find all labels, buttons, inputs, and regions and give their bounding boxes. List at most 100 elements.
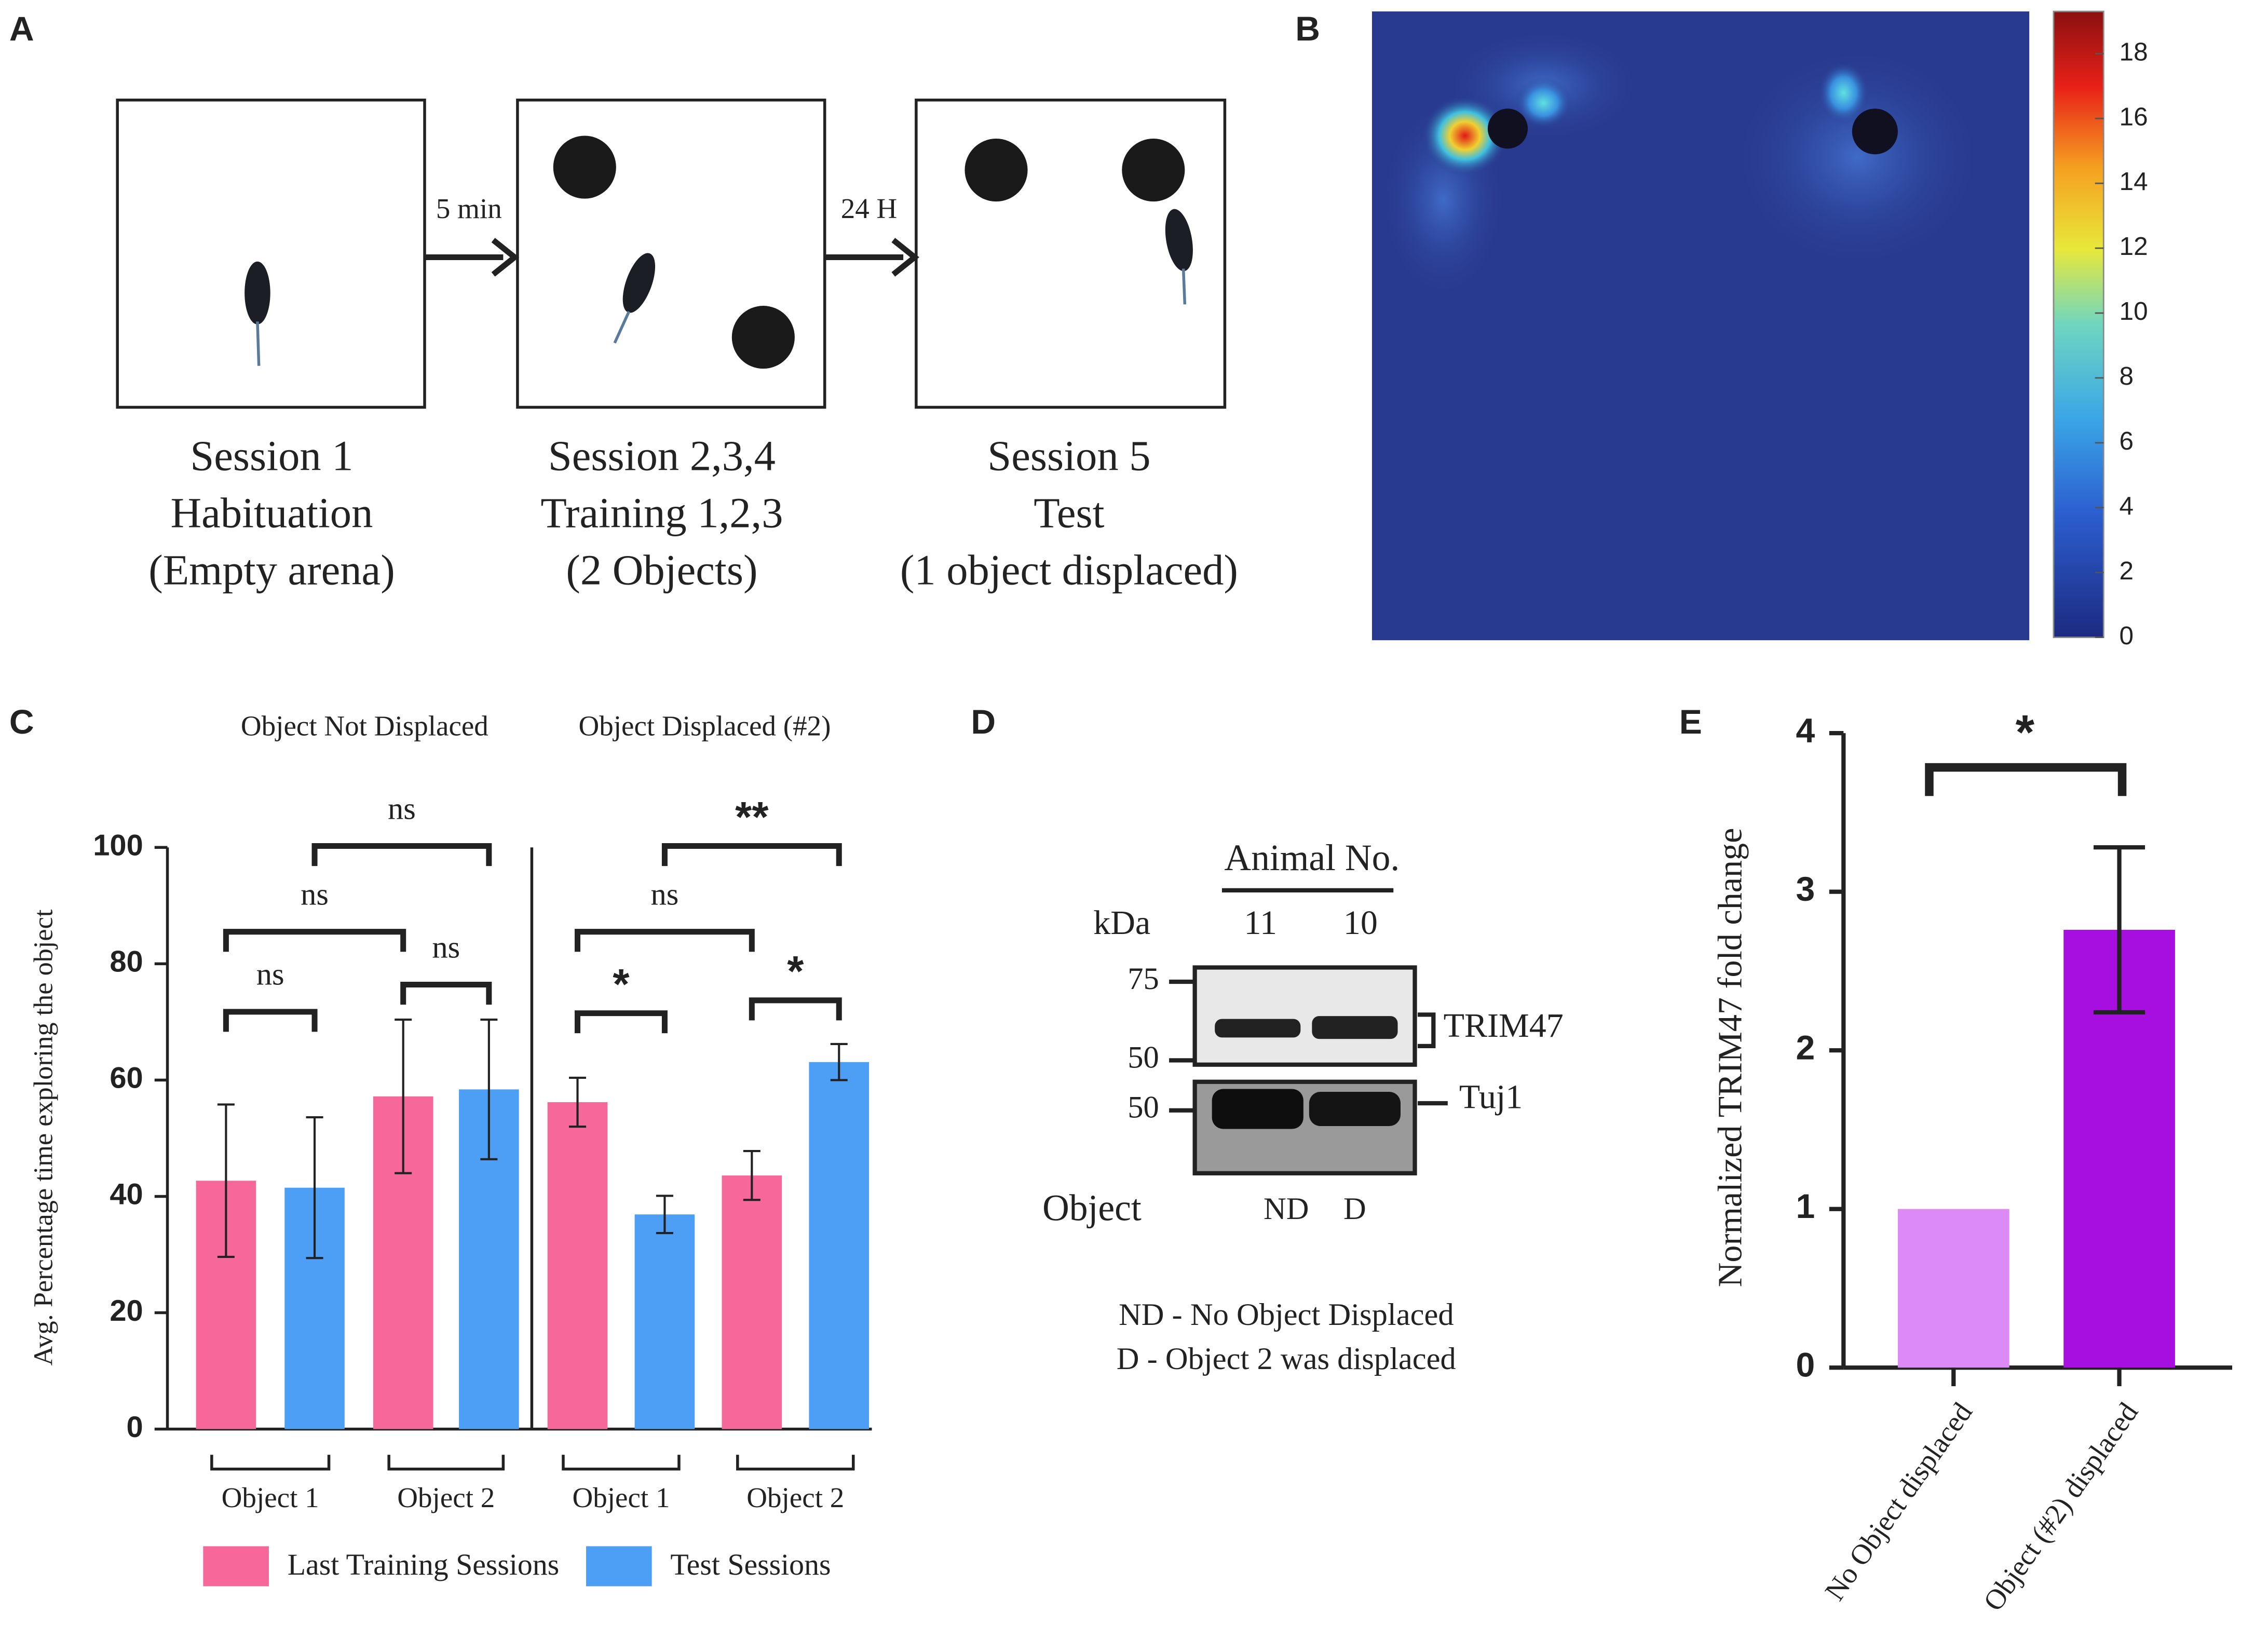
legend-label: Last Training Sessions	[288, 1548, 559, 1581]
significance-bracket	[223, 1009, 318, 1032]
panel-label: A	[9, 9, 34, 48]
marker-label: 50	[1128, 1040, 1159, 1075]
panel-label: C	[9, 702, 34, 741]
y-tick-label: 100	[93, 829, 143, 862]
interval-label: 24 H	[841, 193, 898, 224]
significance-bracket	[311, 843, 492, 866]
mouse	[1165, 209, 1193, 272]
band	[1215, 1019, 1301, 1038]
significance-label: ns	[388, 791, 416, 826]
session-label: (Empty arena)	[148, 546, 395, 593]
legend-swatch	[586, 1546, 652, 1587]
western-blot	[1169, 888, 1448, 1176]
blot-header: Animal No.	[1224, 837, 1400, 878]
legend-label: Test Sessions	[670, 1548, 831, 1581]
mice	[245, 209, 1193, 366]
arrows	[424, 238, 919, 277]
significance-label: **	[735, 793, 769, 841]
session-label: (1 object displaced)	[900, 546, 1238, 593]
error-bar	[568, 1076, 587, 1128]
kda-label: kDa	[1093, 904, 1150, 942]
colorbar-tick-label: 10	[2120, 297, 2148, 326]
y-tick-label: 1	[1796, 1187, 1815, 1225]
blot-top	[1192, 965, 1417, 1067]
error-bar	[830, 1042, 848, 1081]
arena	[516, 98, 826, 409]
band	[1309, 1091, 1401, 1127]
y-tick-label: 2	[1796, 1028, 1815, 1067]
session-label: (2 Objects)	[566, 546, 757, 593]
colorbar-tick-label: 16	[2120, 102, 2148, 131]
animal-number: 10	[1343, 904, 1378, 942]
bar	[547, 1102, 608, 1429]
significance-label: ns	[651, 877, 679, 912]
session-label: Habituation	[171, 489, 373, 536]
session-label: Test	[1034, 489, 1104, 536]
arenas	[116, 98, 1227, 409]
significance-bracket	[1925, 763, 2127, 796]
blot-legend: ND - No Object Displaced	[1119, 1297, 1454, 1332]
heat-spot	[1422, 96, 1508, 176]
object	[965, 139, 1028, 202]
band	[1312, 1016, 1398, 1039]
band	[1212, 1089, 1303, 1129]
condition-label: D	[1343, 1191, 1366, 1226]
category-bracket	[562, 1455, 681, 1471]
x-tick-label: Object 2	[397, 1482, 495, 1513]
y-tick-label: 0	[127, 1411, 143, 1444]
group-title: Object Displaced (#2)	[578, 710, 831, 741]
blot-legend: D - Object 2 was displaced	[1117, 1342, 1456, 1376]
colorbar-tick-label: 14	[2120, 167, 2148, 196]
arrow-head	[891, 238, 919, 277]
x-tick-label: Object (#2) displaced	[1977, 1397, 2144, 1616]
error-bar	[656, 1195, 673, 1235]
arena	[116, 98, 426, 409]
legend-swatch	[203, 1546, 269, 1587]
x-tick-label: Object 1	[222, 1482, 319, 1513]
colorbar-tick-label: 6	[2120, 427, 2134, 455]
significance-label: *	[787, 947, 804, 995]
protein-label: TRIM47	[1444, 1007, 1564, 1045]
arrow-head	[491, 238, 520, 277]
panel-label: E	[1679, 702, 1702, 741]
bracket	[1418, 1012, 1436, 1049]
heat-trace	[1729, 43, 1987, 272]
condition-label: ND	[1264, 1191, 1309, 1226]
category-bracket	[210, 1455, 331, 1471]
y-tick-label: 0	[1796, 1346, 1815, 1384]
colorbar-tick-label: 4	[2120, 492, 2134, 520]
session-label: Session 5	[987, 431, 1150, 479]
interval-label: 5 min	[436, 193, 502, 224]
error-bar	[2094, 845, 2145, 1014]
colorbar-tick-label: 18	[2120, 37, 2148, 66]
bar	[809, 1062, 870, 1429]
significance-label: *	[613, 960, 630, 1008]
object	[731, 306, 795, 369]
arena	[915, 98, 1227, 409]
significance-label: ns	[256, 957, 284, 992]
colorbar-tick-label: 8	[2120, 362, 2134, 390]
session-label: Training 1,2,3	[540, 489, 783, 536]
y-tick-label: 60	[110, 1062, 143, 1095]
group-title: Object Not Displaced	[241, 710, 488, 741]
heat-spot	[1817, 61, 1869, 125]
marker-label: 75	[1128, 962, 1159, 996]
y-tick-label: 80	[110, 945, 143, 979]
y-tick-label: 40	[110, 1178, 143, 1211]
mouse-tail	[613, 310, 631, 344]
objects	[553, 136, 1185, 369]
significance-bracket	[661, 843, 842, 866]
colorbar-tick-label: 12	[2120, 232, 2148, 261]
category-bracket	[387, 1455, 505, 1471]
session-label: Session 2,3,4	[548, 431, 776, 479]
session-label: Session 1	[190, 431, 353, 479]
error-bar	[306, 1116, 323, 1260]
object	[1852, 109, 1898, 155]
y-tick-label: 3	[1796, 870, 1815, 908]
bar	[1897, 1209, 2009, 1368]
significance-label: *	[2016, 705, 2035, 759]
object	[1122, 139, 1185, 202]
y-tick-label: 20	[110, 1294, 143, 1328]
significance-bracket	[400, 982, 492, 1005]
